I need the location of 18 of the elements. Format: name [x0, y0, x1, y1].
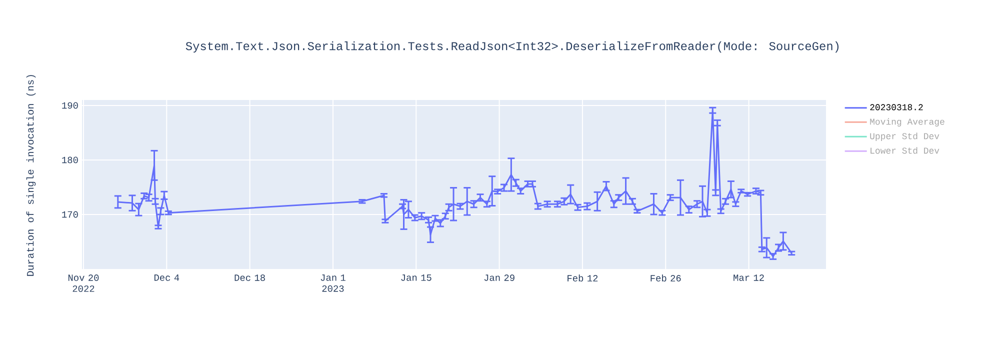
legend-label: Upper Std Dev	[870, 132, 940, 141]
y-tick-label: 180	[62, 156, 78, 164]
chart-title: System.Text.Json.Serialization.Tests.ReadJson<Int32>.DeserializeFromReader(Mode: SourceGen)	[186, 41, 839, 53]
x-tick-label: Feb 12	[568, 274, 598, 282]
y-tick-label: 170	[62, 211, 78, 218]
legend-label: 20230318.2	[870, 104, 923, 110]
legend-label: Lower Std Dev	[870, 147, 940, 154]
x-tick-label: Dec 4	[154, 274, 180, 281]
x-tick-label: Jan 1 2023	[320, 274, 346, 292]
x-tick-label: Jan 15	[401, 274, 432, 281]
y-axis-title: Duration of single invocation (ns)	[26, 75, 36, 276]
x-tick-label: Dec 18	[234, 274, 265, 281]
legend-label: Moving Average	[870, 118, 944, 127]
x-tick-label: Feb 26	[650, 274, 681, 282]
x-tick-label: Mar 12	[734, 274, 764, 281]
x-tick-label: Nov 20 2022	[68, 274, 99, 292]
x-tick-label: Jan 29	[484, 274, 514, 281]
y-tick-label: 190	[62, 102, 78, 109]
